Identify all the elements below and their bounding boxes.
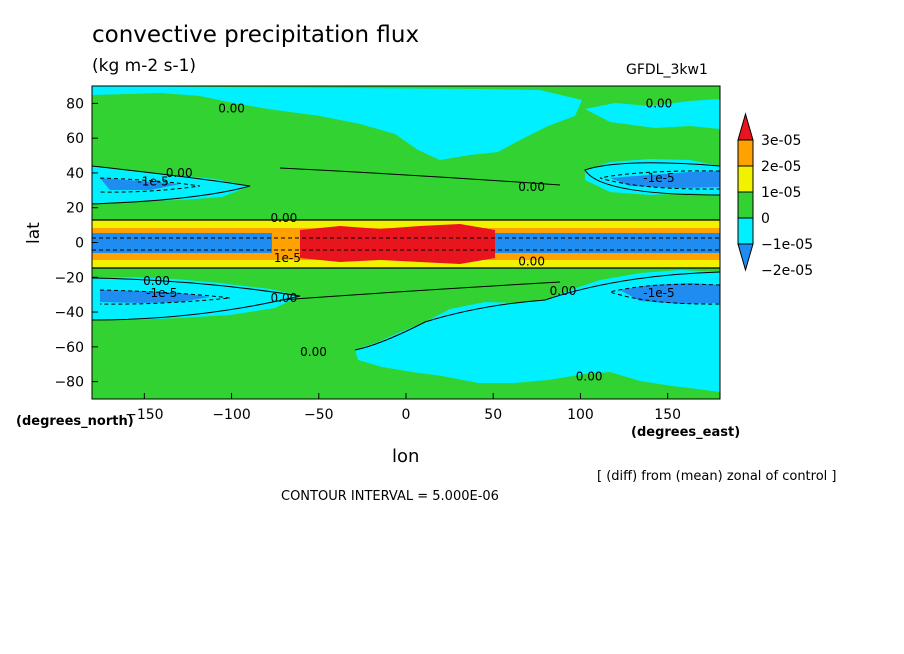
- y-tick-label: −60: [54, 340, 84, 356]
- x-tick-label: 100: [567, 407, 594, 423]
- y-tick-label: −20: [54, 270, 84, 286]
- colorbar-band: [737, 165, 754, 193]
- contour-label: 0.00: [518, 255, 545, 269]
- colorbar-level-label: −2e-05: [761, 263, 813, 279]
- x-tick-label: −50: [304, 407, 334, 423]
- x-unit-label: (degrees_east): [631, 425, 741, 440]
- x-tick-label: −100: [212, 407, 250, 423]
- colorbar-level-label: −1e-05: [761, 237, 813, 253]
- x-tick-label: 150: [654, 407, 681, 423]
- y-tick-label: 0: [75, 236, 84, 252]
- colorbar-max-arrow: [737, 112, 754, 141]
- north-polar-negative-region: [92, 86, 720, 160]
- contour-label: -1e-5: [137, 175, 168, 189]
- contour-label: -1e-5: [146, 286, 177, 300]
- y-tick-label: 20: [66, 201, 84, 217]
- y-tick-label: −40: [54, 305, 84, 321]
- contour-label: 0.00: [143, 274, 170, 288]
- contour-label: 0.00: [550, 284, 577, 298]
- chart-title: convective precipitation flux: [92, 22, 420, 48]
- x-tick-label: 50: [484, 407, 502, 423]
- x-axis-label: lon: [392, 446, 420, 467]
- x-tick-label: 0: [402, 407, 411, 423]
- y-tick-label: −80: [54, 375, 84, 391]
- south-subtropic-negative-region-east: [620, 283, 720, 304]
- y-tick-label: 40: [66, 166, 84, 182]
- y-unit-label: (degrees_north): [16, 414, 134, 429]
- colorbar-band: [737, 139, 754, 167]
- model-label: GFDL_3kw1: [626, 62, 708, 78]
- colorbar-level-label: 2e-05: [761, 159, 801, 175]
- equatorial-east-negative: [495, 233, 720, 253]
- contour-label: 0.00: [300, 345, 327, 359]
- units-label: (kg m-2 s-1): [92, 56, 197, 76]
- north-subtropic-deep-negative: [100, 178, 180, 190]
- y-tick-label: 60: [66, 131, 84, 147]
- south-subtropic-deep-negative: [100, 290, 210, 303]
- contour-label: 0.00: [271, 291, 298, 305]
- contour-label: -1e-5: [643, 286, 674, 300]
- contour-label: 0.00: [166, 166, 193, 180]
- north-subtropic-deep-negative-east: [610, 171, 720, 188]
- x-tick-label: −150: [125, 407, 163, 423]
- equatorial-max-region: [300, 224, 495, 264]
- equatorial-west-negative: [92, 233, 272, 253]
- contour-label: 0.00: [576, 369, 603, 383]
- contour-label: 0.00: [218, 102, 245, 116]
- contour-label: 0.00: [518, 180, 545, 194]
- contour-label: 0.00: [646, 96, 673, 110]
- colorbar-band: [737, 217, 754, 245]
- colorbar-level-label: 3e-05: [761, 133, 801, 149]
- diff-note: [ (diff) from (mean) zonal of control ]: [597, 469, 837, 484]
- south-polar-negative-region: [355, 270, 720, 392]
- colorbar-band: [737, 191, 754, 219]
- contour-interval: CONTOUR INTERVAL = 5.000E-06: [281, 489, 499, 504]
- colorbar-level-label: 0: [761, 211, 770, 227]
- colorbar-level-label: 1e-05: [761, 185, 801, 201]
- contour-label: -1e-5: [643, 171, 674, 185]
- colorbar-min-arrow: [737, 243, 754, 272]
- contour-label: 0.00: [271, 211, 298, 225]
- y-tick-label: 80: [66, 96, 84, 112]
- contour-label: 1e-5: [274, 251, 301, 265]
